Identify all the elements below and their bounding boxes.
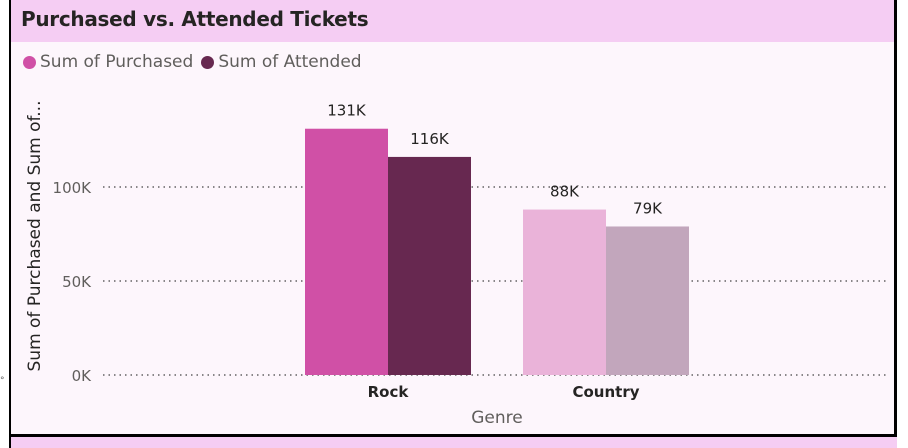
left-panel-edge — [0, 0, 11, 448]
chart-visual[interactable]: Purchased vs. Attended Tickets Sum of Pu… — [11, 0, 897, 434]
legend-dot-purchased-icon — [23, 55, 36, 69]
y-tick-label: 0K — [72, 367, 93, 385]
legend-label-attended: Sum of Attended — [218, 52, 362, 72]
bar-country-attended[interactable] — [606, 226, 689, 375]
x-tick-label: Rock — [368, 383, 410, 401]
y-axis-title: Sum of Purchased and Sum of... — [25, 101, 45, 372]
bar-rock-attended[interactable] — [388, 156, 471, 375]
plot-area: 0K 50K 100K 131K 116K Rock 88K 79K Country Genre… — [25, 101, 887, 428]
chart-title: Purchased vs. Attended Tickets — [21, 7, 369, 31]
x-axis-title: Genre — [471, 408, 522, 428]
legend-label-purchased: Sum of Purchased — [40, 52, 194, 72]
y-tick-label: 50K — [62, 273, 92, 291]
data-label: 131K — [327, 102, 367, 120]
legend: Sum of Purchased Sum of Attended — [23, 52, 370, 72]
right-margin — [897, 0, 908, 448]
bar-rock-purchased[interactable] — [305, 128, 388, 375]
bar-country-purchased[interactable] — [523, 209, 606, 375]
data-label: 88K — [550, 183, 580, 201]
data-label: 79K — [633, 199, 663, 217]
y-tick-label: 100K — [53, 179, 93, 197]
data-label: 116K — [410, 130, 450, 148]
legend-item-purchased[interactable]: Sum of Purchased — [23, 52, 193, 72]
x-tick-label: Country — [572, 383, 639, 401]
left-panel-fragment: ° — [0, 376, 5, 386]
title-band: Purchased vs. Attended Tickets — [11, 0, 894, 42]
legend-dot-attended-icon — [201, 55, 215, 69]
bottom-panel-edge — [11, 434, 897, 448]
legend-item-attended[interactable]: Sum of Attended — [201, 52, 362, 72]
